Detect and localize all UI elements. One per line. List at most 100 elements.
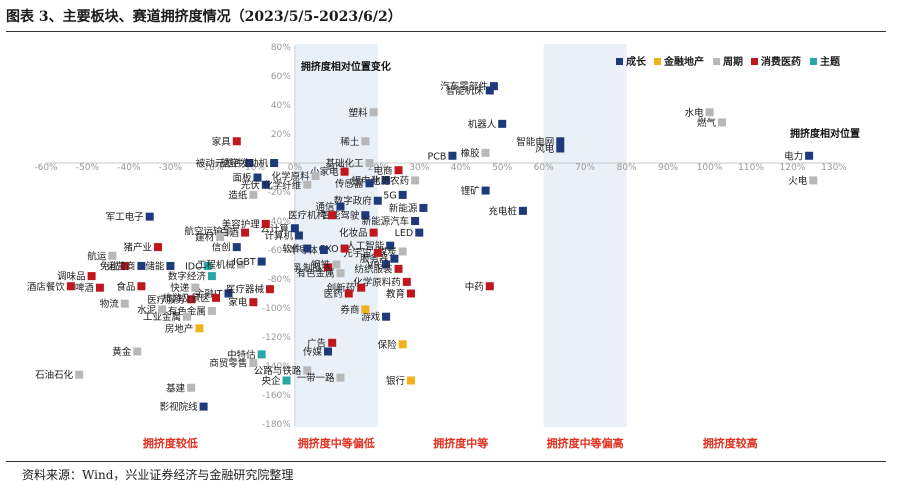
data-point-label: 石油石化: [35, 369, 74, 381]
x-axis-caption: 拥挤度相对位置: [790, 127, 860, 140]
data-point-marker: [137, 282, 146, 291]
data-point-marker: [303, 244, 312, 253]
data-point-marker: [207, 272, 216, 281]
data-point-label: 公路与铁路: [254, 365, 302, 377]
legend-swatch: [810, 58, 817, 65]
x-tick-label: 80%: [617, 163, 637, 173]
data-point-label: 医疗服务: [147, 294, 186, 306]
data-point-label: 黄金: [112, 346, 132, 358]
data-point-marker: [66, 282, 75, 291]
y-tick-label: 40%: [271, 101, 291, 111]
data-point-marker: [290, 224, 299, 233]
data-point-marker: [805, 151, 814, 160]
data-point-label: 家电: [228, 297, 248, 309]
data-point-label: 中特估: [227, 349, 256, 361]
data-point-label: PCB: [428, 151, 447, 162]
x-tick-label: 20%: [368, 163, 388, 173]
data-point-marker: [187, 295, 196, 304]
data-point-label: 基础化工: [325, 158, 364, 170]
legend-swatch: [616, 58, 623, 65]
data-point-label: 面板: [233, 172, 253, 184]
data-point-label: 航空发动机: [221, 158, 269, 170]
data-point-label: 传媒: [303, 346, 323, 358]
y-tick-label: -140%: [262, 362, 291, 372]
data-point-marker: [216, 232, 225, 241]
data-point-marker: [270, 159, 279, 167]
data-point-label: 锂矿: [461, 185, 481, 197]
data-point-marker: [556, 144, 565, 153]
data-point-label: 房地产: [165, 323, 194, 335]
data-point-marker: [319, 246, 328, 254]
data-point-label: 风电: [535, 143, 555, 155]
data-point-marker: [518, 206, 527, 215]
x-tick-label: -40%: [117, 163, 141, 173]
data-point-label: 新能源汽车: [362, 216, 410, 228]
data-point-label: 智能机床: [446, 85, 485, 97]
data-point-label: 影视院线: [160, 401, 199, 413]
bottom-rule: [6, 461, 886, 462]
band-label-layer: 拥挤度较低 拥挤度中等偏低 拥挤度中等 拥挤度中等偏高 拥挤度较高: [143, 436, 758, 450]
data-point-label: 稀土: [340, 136, 360, 148]
x-tick-label: 110%: [738, 163, 764, 173]
data-point-marker: [232, 243, 241, 252]
data-point-marker: [394, 166, 403, 175]
data-point-marker: [373, 196, 382, 205]
data-point-label: 教育: [386, 288, 405, 300]
data-point-label: 广告: [307, 337, 326, 349]
legend-label: 消费医药: [761, 55, 801, 68]
legend-label: 成长: [626, 55, 647, 68]
x-tick-label: 90%: [658, 163, 678, 173]
data-point-marker: [485, 282, 494, 291]
data-point-marker: [406, 376, 415, 385]
data-point-label: 汽车零部件: [440, 81, 488, 93]
data-point-marker: [195, 324, 204, 333]
data-point-label: 智能电网: [516, 136, 554, 148]
x-tick-label: 40%: [451, 163, 471, 173]
data-point-marker: [373, 248, 382, 257]
data-point-label: 新能源: [389, 202, 418, 214]
band-label: 拥挤度较低: [143, 436, 198, 450]
data-point-marker: [398, 247, 407, 256]
data-point-marker: [448, 151, 457, 160]
data-point-label: 水电: [685, 107, 705, 119]
data-point-label: 医药: [324, 289, 343, 300]
data-point-marker: [361, 211, 370, 220]
data-point-marker: [344, 289, 353, 298]
data-point-label: IDC: [185, 261, 202, 272]
y-tick-label: -40%: [268, 217, 292, 227]
data-point-label: 水泥: [137, 304, 157, 316]
data-point-marker: [411, 217, 420, 225]
x-tick-label: -50%: [76, 163, 100, 173]
data-point-marker: [166, 261, 175, 270]
data-point-marker: [232, 137, 241, 146]
legend: 成长 金融地产 周期 消费医药 主题: [616, 55, 841, 68]
legend-swatch: [654, 58, 661, 65]
data-point-label: 造纸: [228, 189, 248, 201]
data-point-label: 火电: [788, 175, 808, 187]
band-label: 拥挤度中等偏低: [298, 436, 375, 450]
x-tick-label: 60%: [534, 163, 554, 173]
x-tick-label: 50%: [492, 163, 512, 173]
data-point-marker: [419, 203, 428, 212]
data-point-marker: [133, 347, 142, 356]
data-point-label: 机器人: [468, 118, 497, 130]
legend-swatch: [751, 58, 758, 65]
data-point-marker: [191, 283, 200, 292]
data-point-marker: [145, 212, 154, 221]
x-tick-label: 100%: [697, 163, 723, 173]
data-point-label: 计算机: [264, 230, 293, 242]
data-point-label: 中药: [465, 281, 484, 293]
data-point-marker: [386, 241, 395, 250]
crowding-scatter-chart: -60% -50% -40% -30% -20% -10% 0% 10% 20% 30% 40% 50…: [27, 43, 860, 450]
data-point-marker: [282, 376, 291, 385]
y-tick-label: -60%: [268, 246, 292, 256]
data-point-label: 被动元器件: [196, 158, 244, 170]
data-point-label: 燃气: [697, 117, 717, 129]
data-point-marker: [328, 211, 337, 220]
x-tick-label: 120%: [780, 163, 806, 173]
data-point-marker: [556, 137, 565, 146]
data-point-label: 信创: [212, 242, 231, 254]
source-note: 资料来源：Wind，兴业证券经济与金融研究院整理: [22, 468, 294, 482]
data-point-label: 电力: [784, 150, 803, 162]
